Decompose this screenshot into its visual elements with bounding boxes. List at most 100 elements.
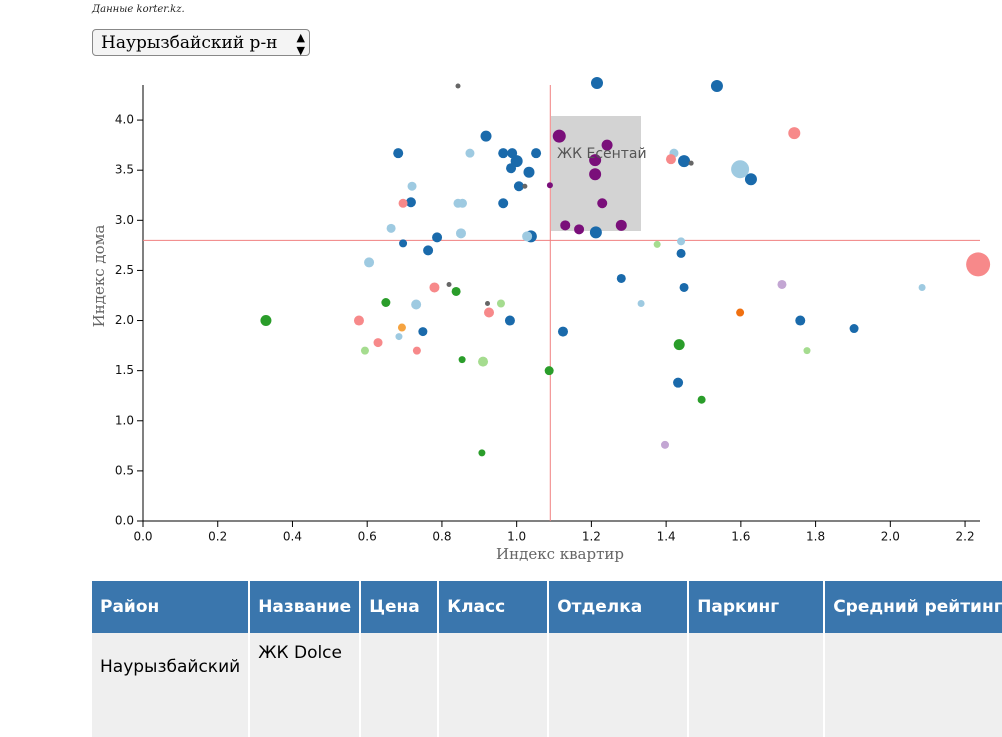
point: [590, 76, 603, 89]
point: [966, 252, 991, 277]
table: Район Название Цена Класс Отделка Паркинг Сред…: [92, 581, 1002, 737]
table-cell: [548, 633, 690, 737]
x-tick-label: 2.2: [956, 530, 975, 544]
y-tick-label: 3.5: [115, 163, 134, 177]
point: [661, 440, 670, 449]
point: [386, 223, 396, 233]
district-select[interactable]: Наурызбайский р-н ▲ ▼: [92, 29, 310, 57]
point: [418, 327, 428, 337]
point: [412, 346, 421, 355]
point: [560, 220, 571, 231]
column-header: Название: [249, 581, 362, 633]
table-cell: [360, 633, 440, 737]
points: [260, 76, 991, 457]
y-tick-label: 0.0: [115, 514, 134, 528]
point: [398, 198, 408, 208]
column-header: Средний рейтинг: [824, 581, 1002, 633]
select-arrows: ▲ ▼: [296, 31, 305, 57]
x-tick-label: 1.6: [731, 530, 750, 544]
point: [653, 240, 661, 248]
point: [665, 154, 676, 165]
point: [364, 257, 375, 268]
point: [673, 377, 684, 388]
point: [710, 80, 723, 93]
point: [531, 148, 542, 159]
point: [393, 148, 404, 159]
point: [429, 282, 440, 293]
column-header: Цена: [360, 581, 440, 633]
point: [552, 129, 566, 143]
y-axis-label: Индекс дома: [90, 225, 108, 328]
y-tick-label: 3.0: [115, 213, 134, 227]
x-tick-label: 1.4: [657, 530, 676, 544]
point: [918, 283, 926, 291]
column-header: Паркинг: [688, 581, 826, 633]
y-tick-label: 1.5: [115, 363, 134, 377]
point: [480, 130, 492, 142]
point: [795, 315, 806, 326]
point: [731, 160, 750, 179]
table-cell: Наурызбайский: [92, 633, 251, 737]
tooltip-text: ЖК Есентай: [557, 146, 647, 162]
point: [678, 155, 691, 168]
point: [455, 228, 466, 239]
column-header: Отделка: [548, 581, 690, 633]
point: [688, 160, 694, 166]
x-tick-label: 0.4: [283, 530, 302, 544]
point: [849, 324, 859, 334]
column-header: Класс: [438, 581, 550, 633]
table-row: Наурызбайский ЖК Dolce: [92, 633, 1002, 737]
point: [457, 198, 467, 208]
point: [496, 299, 505, 308]
source-note: Данные korter.kz.: [92, 4, 185, 15]
point: [513, 181, 524, 192]
point: [589, 168, 602, 181]
point: [373, 338, 383, 348]
point: [478, 356, 489, 367]
point: [679, 282, 689, 292]
point: [697, 395, 706, 404]
point: [478, 449, 486, 457]
y-tick-label: 2.0: [115, 313, 134, 327]
point: [381, 297, 391, 307]
point: [522, 231, 533, 242]
point: [788, 127, 801, 140]
point: [637, 300, 645, 308]
point: [397, 323, 406, 332]
point: [589, 226, 602, 239]
point: [407, 181, 417, 191]
point: [260, 315, 272, 327]
x-tick-label: 2.0: [881, 530, 900, 544]
table-cell: ЖК Dolce: [249, 633, 362, 737]
point: [546, 182, 553, 189]
point: [522, 183, 528, 189]
point: [353, 315, 364, 326]
point: [360, 346, 369, 355]
point: [744, 173, 757, 186]
point: [506, 163, 517, 174]
point: [458, 356, 466, 364]
point: [736, 308, 745, 317]
point: [399, 239, 408, 248]
select-value: Наурызбайский р-н: [101, 33, 278, 53]
page: Данные korter.kz. Наурызбайский р-н ▲ ▼ Ин…: [90, 4, 1002, 737]
x-tick-label: 0.2: [208, 530, 227, 544]
y-tick-label: 0.5: [115, 463, 134, 477]
x-tick-label: 1.2: [582, 530, 601, 544]
point: [498, 198, 509, 209]
point: [601, 139, 613, 151]
y-tick-label: 1.0: [115, 413, 134, 427]
table-cell: [688, 633, 826, 737]
point: [597, 198, 608, 209]
x-tick-label: 1.8: [806, 530, 825, 544]
point: [676, 248, 686, 258]
point: [616, 273, 626, 283]
point: [395, 333, 403, 341]
point: [544, 366, 554, 376]
point: [451, 286, 461, 296]
table-cell: [438, 633, 550, 737]
point: [423, 245, 434, 256]
point: [523, 166, 535, 178]
point: [677, 237, 686, 246]
y-tick-label: 2.5: [115, 263, 134, 277]
